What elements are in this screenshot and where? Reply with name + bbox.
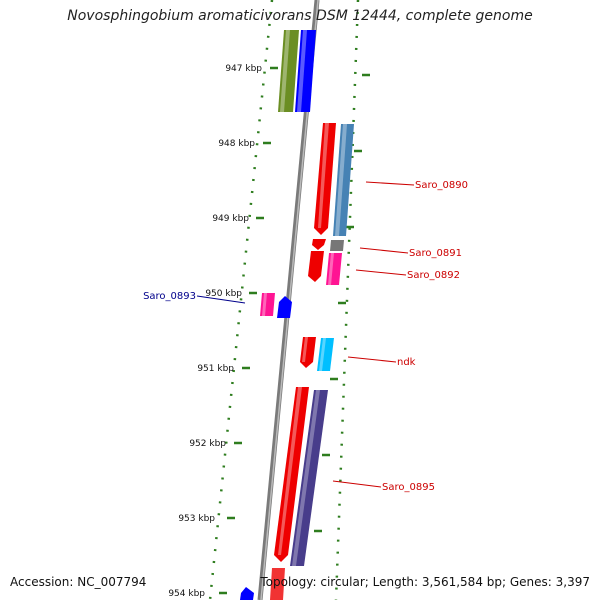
tick-label-948: 948 kbp <box>218 139 255 149</box>
gene-red-bottom <box>270 568 285 600</box>
label-saro-0891[interactable]: Saro_0891 <box>409 248 462 259</box>
gene-features <box>240 30 354 600</box>
leader-saro-0893 <box>196 295 246 304</box>
right-ticks <box>314 73 370 533</box>
map-title: Novosphingobium aromaticivorans DSM 1244… <box>67 8 533 24</box>
gene-cyan-ndk <box>317 338 334 371</box>
label-saro-0893[interactable]: Saro_0893 <box>143 291 196 302</box>
inner-dotted-track <box>208 0 274 600</box>
tick-label-954: 954 kbp <box>168 589 205 599</box>
label-saro-0892[interactable]: Saro_0892 <box>407 270 460 281</box>
major-ticks <box>219 66 278 595</box>
tick-label-953: 953 kbp <box>178 514 215 524</box>
leader-saro-0891 <box>359 247 409 254</box>
gene-saro-0891 <box>312 239 326 250</box>
label-saro-0890[interactable]: Saro_0890 <box>415 180 468 191</box>
gene-saro-0892 <box>308 251 324 282</box>
gene-blue-bottom <box>240 587 254 600</box>
tick-label-947: 947 kbp <box>225 64 262 74</box>
leader-saro-0892 <box>355 269 407 276</box>
leader-saro-0890 <box>365 181 415 186</box>
leader-ndk <box>347 356 397 363</box>
tick-label-950: 950 kbp <box>205 289 242 299</box>
gene-saro-0895 <box>274 387 309 562</box>
label-ndk[interactable]: ndk <box>397 357 416 368</box>
gene-slate-0895 <box>290 390 328 566</box>
gene-gray-0891 <box>330 240 344 251</box>
gene-labels: Saro_0890 Saro_0891 Saro_0892 Saro_0893 … <box>143 180 468 493</box>
tick-label-949: 949 kbp <box>212 214 249 224</box>
tick-labels: 947 kbp 948 kbp 949 kbp 950 kbp 951 kbp … <box>168 64 262 599</box>
tick-label-952: 952 kbp <box>189 439 226 449</box>
gene-blue-0893 <box>277 296 292 318</box>
gene-steel-0890 <box>333 124 354 236</box>
label-leaders <box>196 181 415 488</box>
gene-olive-top <box>278 30 299 112</box>
accession-text: Accession: NC_007794 <box>10 575 147 589</box>
tick-label-951: 951 kbp <box>197 364 234 374</box>
gene-saro-0893 <box>260 293 275 316</box>
leader-saro-0895 <box>332 480 382 488</box>
gene-blue-top <box>295 30 316 112</box>
gene-ndk <box>300 337 316 368</box>
outer-dotted-track <box>334 0 360 600</box>
genome-summary-text: Topology: circular; Length: 3,561,584 bp… <box>260 575 590 589</box>
label-saro-0895[interactable]: Saro_0895 <box>382 482 435 493</box>
gene-pink-0892 <box>326 253 342 285</box>
gene-saro-0890 <box>314 123 336 235</box>
